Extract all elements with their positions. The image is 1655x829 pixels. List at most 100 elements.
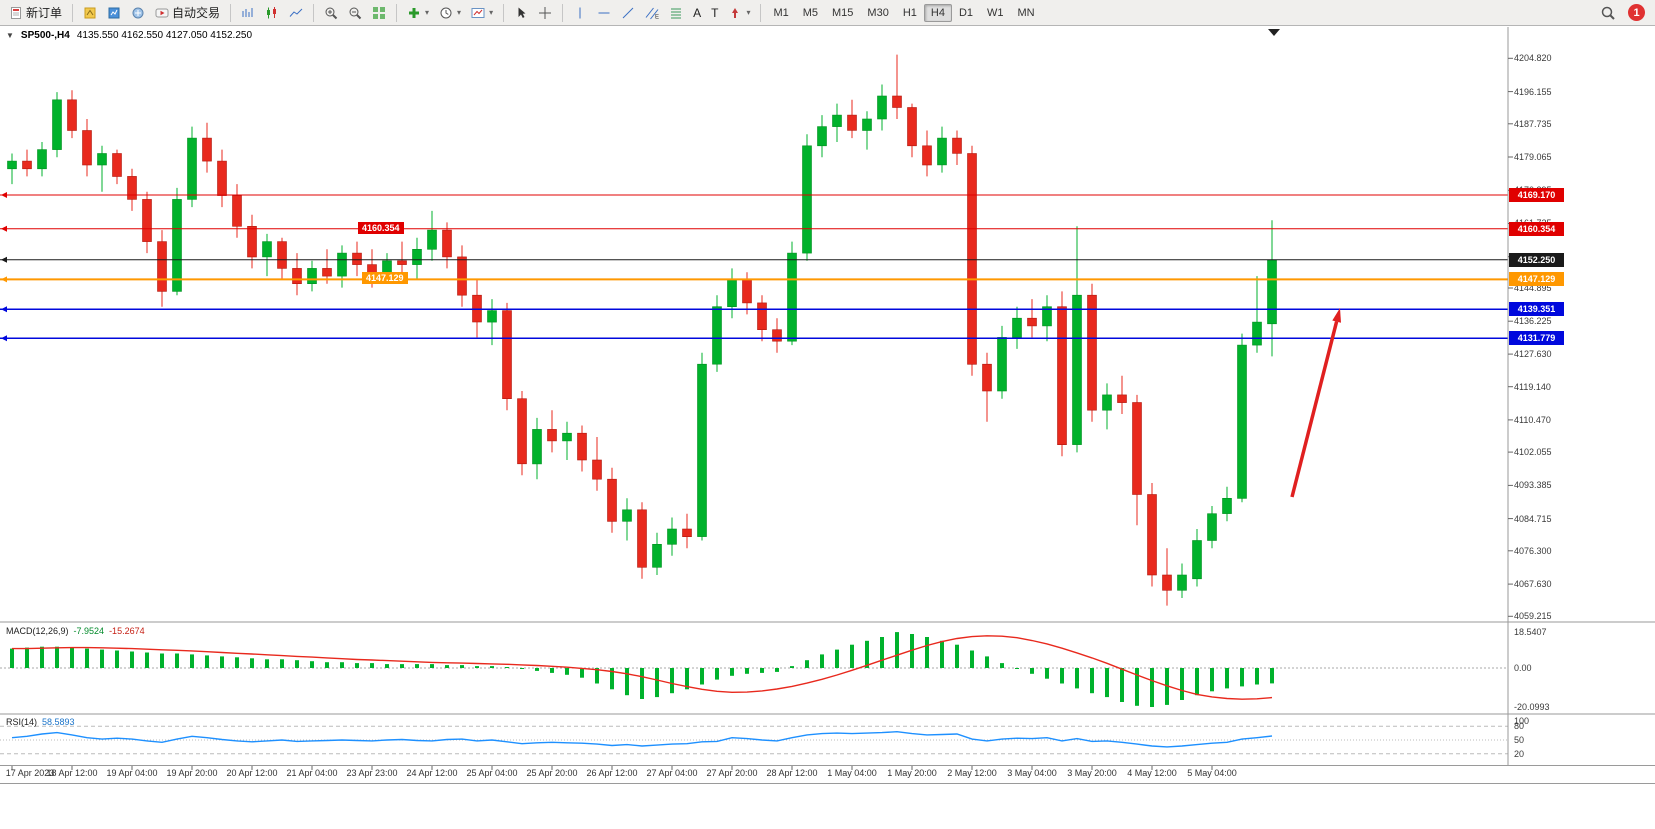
trend-arrow-annotation[interactable] — [1290, 308, 1341, 498]
chart-shift-marker[interactable] — [1268, 29, 1280, 36]
macd-axis-label: 18.5407 — [1514, 627, 1547, 637]
rsi-value: 58.5893 — [42, 717, 75, 727]
symbol-period-label: SP500-,H4 — [20, 30, 70, 41]
line-price-label[interactable]: 4147.129 — [362, 272, 408, 284]
timeframe-d1[interactable]: D1 — [958, 6, 974, 19]
timeframe-mn[interactable]: MN — [1017, 6, 1035, 19]
clock-icon — [440, 7, 452, 18]
toolbar-separator — [313, 3, 315, 22]
axis-price-badge: 4147.129 — [1509, 272, 1564, 286]
fibonacci-button[interactable] — [664, 1, 688, 25]
macd-axis-label: -20.0993 — [1514, 702, 1550, 712]
new-chart-button[interactable]: ▾ — [402, 1, 434, 25]
panel-separators — [0, 27, 1655, 784]
toolbar-separator — [503, 3, 505, 22]
ohlc-values-label: 4135.550 4162.550 4127.050 4152.250 — [76, 30, 253, 41]
axis-price-badge: 4160.354 — [1509, 222, 1564, 236]
cursor-button[interactable] — [509, 1, 533, 25]
arrows-button[interactable]: ▾ — [723, 1, 755, 25]
horizontal-line-button[interactable] — [592, 1, 616, 25]
date-axis-label: 20 Apr 12:00 — [226, 768, 278, 778]
date-axis-label: 25 Apr 04:00 — [466, 768, 518, 778]
date-axis-label: 19 Apr 20:00 — [166, 768, 218, 778]
timeframe-m5[interactable]: M5 — [802, 6, 819, 19]
timeframe-m30[interactable]: M30 — [867, 6, 889, 19]
crosshair-button[interactable] — [533, 1, 557, 25]
axis-price-badge: 4152.250 — [1509, 253, 1564, 267]
search-button[interactable] — [1596, 1, 1620, 25]
cursor-icon — [518, 7, 526, 18]
price-axis-label: 4127.630 — [1514, 349, 1552, 359]
axis-price-badge: 4169.170 — [1509, 188, 1564, 202]
rsi-panel — [0, 725, 1508, 755]
chart-collapse-button[interactable]: ▼ — [6, 31, 14, 40]
timeframe-w1[interactable]: W1 — [987, 6, 1004, 19]
text-label-button[interactable]: T — [711, 5, 719, 20]
chevron-down-icon: ▾ — [746, 8, 751, 17]
bar-chart-button[interactable] — [236, 1, 260, 25]
line-chart-button[interactable] — [284, 1, 308, 25]
candlestick-chart-button[interactable] — [260, 1, 284, 25]
price-axis-label: 4093.385 — [1514, 480, 1552, 490]
line-price-label[interactable]: 4160.354 — [358, 222, 404, 234]
timeframe-h4[interactable]: H4 — [923, 3, 952, 22]
rsi-axis-label: 80 — [1514, 721, 1525, 731]
zoom-in-icon — [325, 7, 338, 19]
data-window-button[interactable] — [126, 1, 150, 25]
periods-button[interactable]: ▾ — [434, 1, 466, 25]
date-axis-label: 5 May 04:00 — [1187, 768, 1237, 778]
date-axis-label: 1 May 04:00 — [827, 768, 877, 778]
rsi-line — [11, 730, 1273, 748]
price-axis-label: 4059.215 — [1514, 611, 1552, 621]
trendline-button[interactable] — [616, 1, 640, 25]
market-watch-icon — [108, 7, 120, 18]
metaeditor-button[interactable] — [78, 1, 102, 25]
hline-icon — [598, 12, 610, 13]
data-window-icon — [132, 7, 144, 18]
tile-icon — [373, 6, 386, 19]
axis-price-badge: 4131.779 — [1509, 331, 1564, 345]
price-axis-label: 4102.055 — [1514, 447, 1552, 457]
tile-windows-button[interactable] — [367, 1, 391, 25]
toolbar-separator — [72, 3, 74, 22]
price-axis-label: 4136.225 — [1514, 316, 1552, 326]
date-axis-label: 26 Apr 12:00 — [586, 768, 638, 778]
price-axis-label: 4076.300 — [1514, 546, 1552, 556]
macd-name: MACD(12,26,9) — [6, 626, 69, 636]
svg-text:E: E — [655, 14, 659, 20]
date-axis-label: 17 Apr 2023 — [5, 768, 55, 778]
tline-icon — [622, 7, 634, 18]
vline-icon — [579, 7, 581, 18]
notifications-badge[interactable]: 1 — [1628, 4, 1645, 21]
axis-price-badge: 4139.351 — [1509, 302, 1564, 316]
horizontal-lines[interactable] — [0, 191, 1508, 342]
date-axis-label: 4 May 12:00 — [1127, 768, 1177, 778]
bars-icon — [242, 7, 253, 17]
market-watch-button[interactable] — [102, 1, 126, 25]
vertical-line-button[interactable] — [568, 1, 592, 25]
price-axis-label: 4110.470 — [1514, 415, 1551, 425]
line-icon — [289, 8, 303, 17]
text-button[interactable]: A — [693, 5, 702, 20]
chart-title-bar: ▼ SP500-,H4 4135.550 4162.550 4127.050 4… — [6, 30, 252, 41]
date-axis-label: 19 Apr 04:00 — [106, 768, 158, 778]
timeframe-m15[interactable]: M15 — [832, 6, 854, 19]
date-axis-label: 2 May 12:00 — [947, 768, 997, 778]
zoom-out-button[interactable] — [343, 1, 367, 25]
channel-button[interactable]: E — [640, 1, 664, 25]
zoom-in-button[interactable] — [319, 1, 343, 25]
chevron-down-icon: ▾ — [457, 8, 462, 17]
price-axis-label: 4179.065 — [1514, 152, 1552, 162]
chart-template-button[interactable]: ▾ — [466, 1, 498, 25]
date-axis-label: 27 Apr 20:00 — [706, 768, 758, 778]
toolbar-right-tools: 1 — [1596, 1, 1651, 25]
new-order-button[interactable]: 新订单 — [4, 1, 67, 25]
price-axis-label: 4084.715 — [1514, 514, 1552, 524]
timeframe-m1[interactable]: M1 — [773, 6, 789, 19]
chevron-down-icon: ▾ — [425, 8, 430, 17]
crosshair-icon — [539, 6, 552, 19]
timeframe-h1[interactable]: H1 — [902, 6, 917, 19]
autotrading-button[interactable]: 自动交易 — [150, 1, 225, 25]
